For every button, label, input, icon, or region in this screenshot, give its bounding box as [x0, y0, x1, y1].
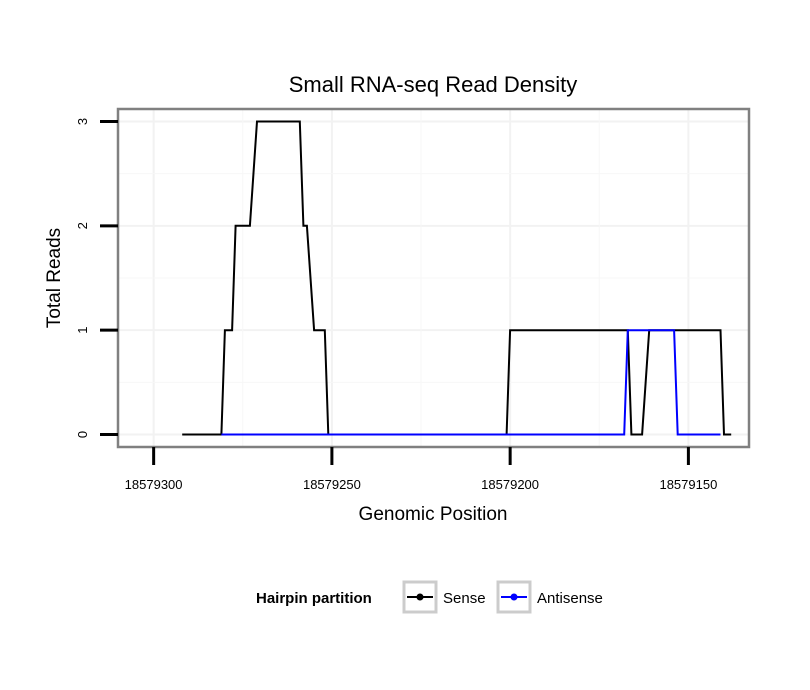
chart-title: Small RNA-seq Read Density	[289, 72, 578, 97]
y-tick-label: 2	[75, 222, 90, 229]
x-tick-label: 18579250	[303, 477, 361, 492]
legend-title: Hairpin partition	[256, 590, 372, 607]
legend-label: Sense	[443, 590, 486, 607]
y-axis: 0 1 2 3	[75, 118, 118, 438]
legend-key-point	[510, 593, 518, 601]
y-axis-title: Total Reads	[44, 228, 65, 328]
plot-panel-border	[116, 107, 751, 449]
y-tick-label: 3	[75, 118, 90, 125]
x-tick-label: 18579300	[125, 477, 183, 492]
legend-key-point	[416, 593, 424, 601]
x-axis: 18579300 18579250 18579200 18579150	[125, 447, 717, 492]
x-tick-label: 18579200	[481, 477, 539, 492]
x-tick-label: 18579150	[659, 477, 717, 492]
legend: Hairpin partition Sense Antisense	[256, 580, 603, 614]
y-tick-label: 1	[75, 327, 90, 334]
y-tick-label: 0	[75, 431, 90, 438]
series-lines	[182, 120, 732, 436]
legend-label: Antisense	[537, 590, 603, 607]
x-axis-title: Genomic Position	[359, 504, 508, 525]
grid	[118, 109, 749, 447]
series-line-antisense	[221, 329, 721, 436]
legend-item-antisense: Antisense	[496, 580, 603, 614]
legend-item-sense: Sense	[402, 580, 486, 614]
